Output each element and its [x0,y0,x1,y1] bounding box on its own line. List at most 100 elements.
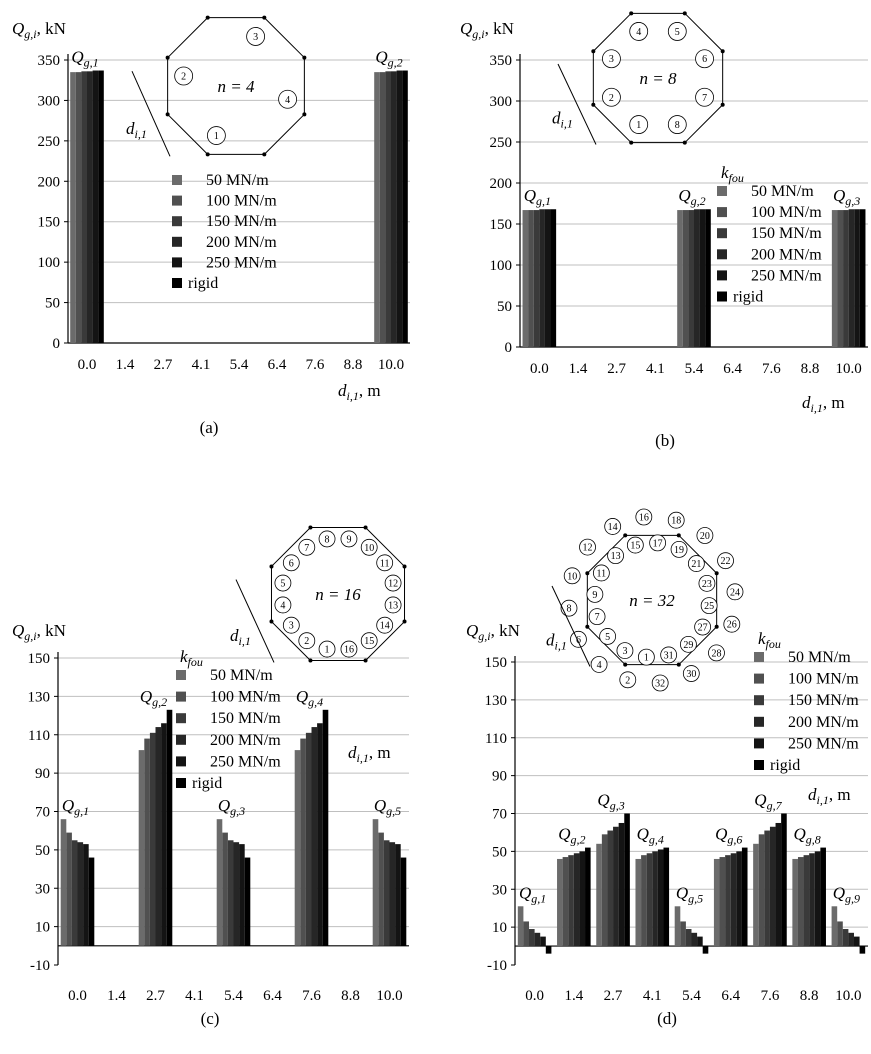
bar [682,210,689,347]
corner-dot [585,624,590,629]
pile-icon [590,656,608,673]
bar [831,210,838,347]
y-tick-label: 10 [35,920,50,936]
corner-dot [591,102,596,107]
bar-label-main: Q [375,48,387,67]
n-label: n = 8 [640,69,677,88]
bar-label-sub: g,4 [649,833,664,847]
bar [216,819,223,946]
pile-label: 13 [611,551,621,562]
bar-label: Qg,8 [794,825,821,847]
dimension-label-sub: i,1 [561,117,573,131]
bar [719,857,726,947]
bar-label-sub: g,8 [806,833,821,847]
legend-label: 100 MN/m [751,204,822,221]
pile-label: 17 [653,538,663,549]
y-tick-label: 130 [28,689,51,705]
x-axis-label-main: d [348,743,357,762]
pile-icon [708,644,725,662]
dimension-line [557,63,597,145]
pile-icon [384,574,402,592]
dimension-label-main: d [126,119,135,138]
bar [233,842,240,946]
x-tick-label: 4.1 [643,988,662,1004]
pile-icon [340,530,358,548]
bar [635,858,642,947]
pile-label: 1 [214,131,219,142]
bar-label-main: Q [374,796,386,815]
bar [691,932,698,947]
pile-label: 3 [289,621,294,632]
bar [781,813,787,947]
pile-icon [298,538,316,556]
legend-swatch [754,652,764,662]
bar [378,832,384,946]
pile-icon [278,89,298,109]
y-axis-label-unit: , kN [491,621,520,640]
legend-swatch [176,670,186,680]
pile-icon [360,632,378,650]
pile-icon [318,530,336,548]
bar-label: Qg,6 [715,825,742,847]
x-tick-label: 2.7 [146,988,165,1004]
bar [624,813,630,947]
dimension-line [235,579,275,663]
x-tick-label: 7.6 [306,357,325,373]
bar [573,853,580,947]
pile-label: 23 [702,579,712,590]
bar [227,840,234,946]
pile-label: 9 [346,534,351,545]
dimension-label: di,1 [546,631,567,653]
legend-swatch [176,713,186,724]
bar [688,210,694,347]
legend-label: 50 MN/m [206,172,269,189]
pile-label: 14 [380,621,390,632]
dimension-label-main: d [546,631,555,650]
x-axis-label-main: d [802,393,811,412]
bar-label: Qg,1 [519,883,546,905]
y-tick-label: 90 [492,769,507,785]
bar [764,830,770,947]
pile-icon [717,552,734,570]
y-tick-label: 150 [485,655,508,671]
x-tick-label: 5.4 [224,988,243,1004]
y-axis-label-unit: , kN [37,621,66,640]
x-tick-label: 0.0 [530,361,549,377]
bar [138,750,145,946]
bar [529,929,535,947]
dimension-label-sub: i,1 [555,639,567,653]
bar [736,851,742,947]
y-axis-label-sub: g,i [472,27,484,41]
bar-label-sub: g,3 [230,804,245,818]
legend-label: rigid [192,775,222,792]
bar [317,723,323,946]
pile-label: 32 [655,678,665,689]
legend-title: kfou [721,163,744,185]
y-tick-label: 10 [492,920,507,936]
bar [697,936,703,947]
pile-label: 31 [664,650,674,661]
bar-label-main: Q [676,883,688,902]
legend-title-main: k [721,163,729,182]
legend-label: rigid [770,757,800,774]
bar-label-sub: g,3 [610,799,625,813]
pile-icon [607,547,624,565]
pile-label: 3 [253,32,258,43]
bar [550,209,557,347]
pile-label: 20 [700,531,710,542]
corner-dot [585,571,590,576]
bar [83,844,89,946]
bar [677,210,683,347]
x-tick-label: 8.8 [341,988,360,1004]
legend-swatch [754,738,764,749]
pile-label: 2 [181,72,186,83]
x-tick-label: 4.1 [185,988,204,1004]
chart-panel-1: 0 50 100 150 200 250 300 350 0.0 1.4 2.7 4.1 5.4 6.4 7… [12,15,410,437]
x-tick-label: 7.6 [302,988,321,1004]
bar [372,819,379,946]
bar-label: Qg,1 [62,796,89,818]
y-tick-label: -10 [487,958,507,974]
bar-label: Qg,1 [71,48,98,70]
dimension-line [551,585,591,667]
